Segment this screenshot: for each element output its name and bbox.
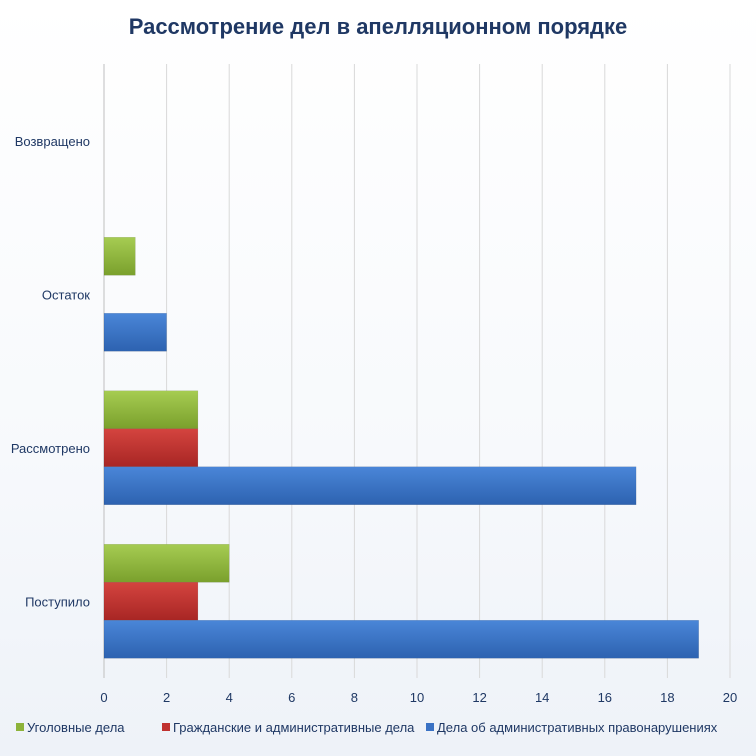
- y-category-label: Остаток: [42, 287, 90, 302]
- x-tick-label: 12: [472, 690, 486, 705]
- x-tick-label: 2: [163, 690, 170, 705]
- legend-entry: Уголовные дела: [27, 720, 125, 735]
- bar-гражданские-и-административные-дела-0: [103, 582, 199, 621]
- legend-swatch: [162, 723, 170, 731]
- x-tick-label: 10: [410, 690, 424, 705]
- x-tick-label: 6: [288, 690, 295, 705]
- legend-entry: Гражданские и административные дела: [173, 720, 415, 735]
- bar-дела-об-административных-правонарушениях-2: [103, 313, 167, 352]
- bar-уголовные-дела-1: [103, 390, 199, 429]
- legend-swatch: [426, 723, 434, 731]
- y-category-label: Поступило: [25, 594, 90, 609]
- bar-гражданские-и-административные-дела-1: [103, 428, 199, 467]
- legend-swatch: [16, 723, 24, 731]
- bar-дела-об-административных-правонарушениях-0: [103, 620, 699, 659]
- y-category-label: Рассмотрено: [11, 441, 90, 456]
- bar-дела-об-административных-правонарушениях-1: [103, 466, 637, 505]
- x-tick-label: 8: [351, 690, 358, 705]
- x-tick-label: 16: [598, 690, 612, 705]
- bar-уголовные-дела-2: [103, 237, 136, 276]
- y-category-label: Возвращено: [15, 134, 90, 149]
- chart-title: Рассмотрение дел в апелляционном порядке: [128, 14, 628, 39]
- x-tick-label: 14: [535, 690, 549, 705]
- x-tick-label: 18: [660, 690, 674, 705]
- x-tick-label: 20: [723, 690, 737, 705]
- x-tick-label: 0: [100, 690, 107, 705]
- bar-уголовные-дела-0: [103, 544, 230, 583]
- x-tick-label: 4: [226, 690, 233, 705]
- legend-entry: Дела об административных правонарушениях: [437, 720, 718, 735]
